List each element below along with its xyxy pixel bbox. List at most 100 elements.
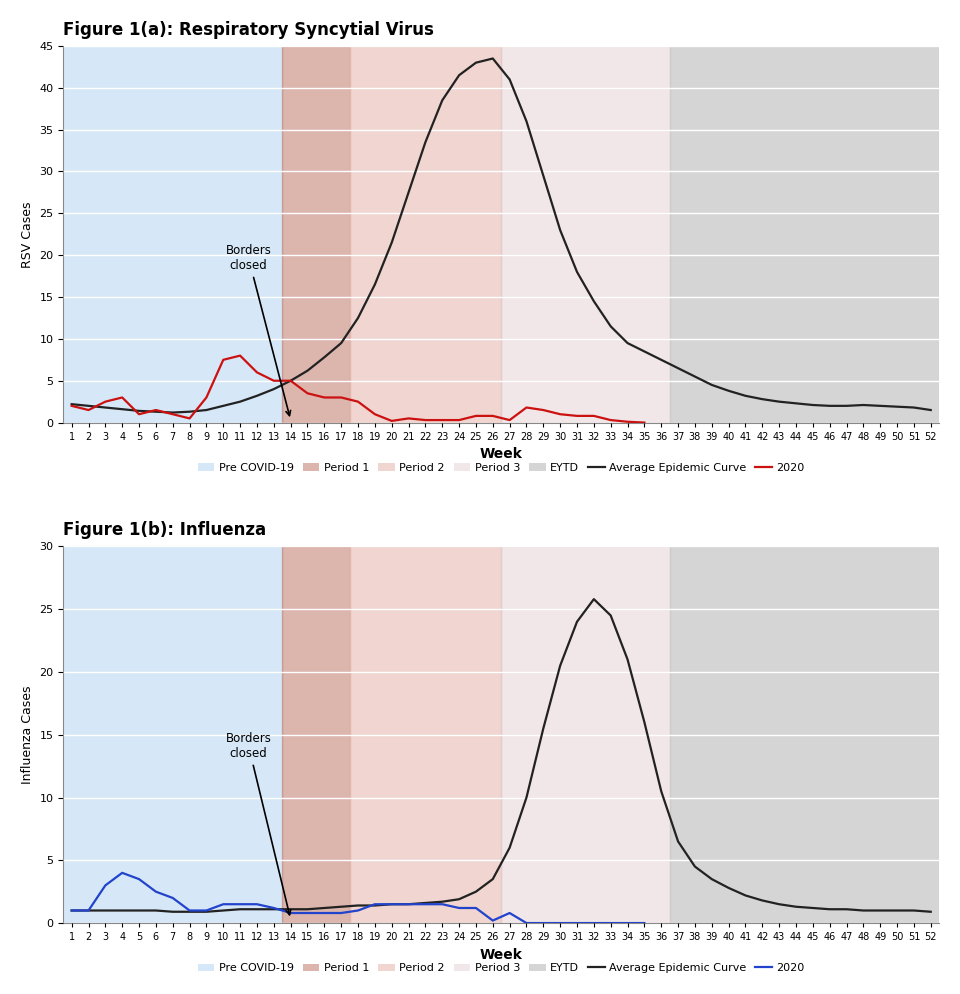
Bar: [501, 547, 670, 923]
2020: [335, 392, 347, 404]
Text: Figure 1(b): Influenza: Figure 1(b): Influenza: [63, 521, 266, 540]
2020: [369, 409, 380, 420]
Average Epidemic Curve: [538, 723, 549, 735]
Text: Figure 1(a): Respiratory Syncytial Virus: Figure 1(a): Respiratory Syncytial Virus: [63, 21, 434, 39]
2020: [83, 405, 94, 416]
2020: [504, 414, 516, 426]
2020: [453, 902, 465, 913]
Average Epidemic Curve: [66, 399, 78, 411]
2020: [335, 908, 347, 919]
Text: Borders
closed: Borders closed: [226, 732, 291, 914]
2020: [150, 405, 161, 416]
Average Epidemic Curve: [133, 405, 145, 416]
2020: [234, 899, 246, 911]
2020: [252, 899, 263, 911]
2020: [133, 873, 145, 885]
2020: [285, 375, 297, 387]
2020: [218, 899, 229, 911]
Y-axis label: Influenza Cases: Influenza Cases: [21, 686, 34, 784]
2020: [369, 899, 380, 911]
2020: [100, 880, 111, 892]
Bar: [282, 547, 349, 923]
2020: [201, 392, 212, 404]
Average Epidemic Curve: [487, 53, 498, 65]
2020: [453, 414, 465, 426]
2020: [571, 917, 583, 929]
2020: [605, 917, 616, 929]
2020: [403, 413, 415, 424]
2020: [268, 902, 279, 913]
Average Epidemic Curve: [487, 873, 498, 885]
Bar: [349, 46, 501, 422]
2020: [605, 414, 616, 426]
2020: [183, 905, 195, 916]
2020: [386, 899, 397, 911]
X-axis label: Week: Week: [480, 447, 522, 461]
2020: [437, 414, 448, 426]
2020: [133, 409, 145, 420]
2020: [66, 400, 78, 412]
2020: [167, 409, 179, 420]
Average Epidemic Curve: [656, 785, 667, 797]
2020: [588, 410, 600, 421]
Bar: [63, 46, 282, 422]
2020: [487, 914, 498, 926]
Average Epidemic Curve: [925, 405, 937, 416]
2020: [504, 908, 516, 919]
Bar: [282, 46, 349, 422]
2020: [588, 917, 600, 929]
2020: [268, 375, 279, 387]
Average Epidemic Curve: [588, 593, 600, 605]
2020: [301, 388, 313, 400]
Line: 2020: 2020: [72, 356, 644, 422]
2020: [352, 905, 364, 916]
2020: [252, 367, 263, 379]
2020: [538, 405, 549, 416]
Bar: [670, 46, 939, 422]
2020: [437, 899, 448, 911]
2020: [487, 410, 498, 421]
2020: [100, 396, 111, 408]
Line: Average Epidemic Curve: Average Epidemic Curve: [72, 599, 931, 911]
2020: [66, 905, 78, 916]
Average Epidemic Curve: [167, 906, 179, 917]
2020: [622, 917, 634, 929]
2020: [352, 396, 364, 408]
2020: [571, 410, 583, 421]
2020: [538, 917, 549, 929]
2020: [218, 354, 229, 366]
X-axis label: Week: Week: [480, 947, 522, 961]
2020: [183, 413, 195, 424]
2020: [319, 392, 330, 404]
Average Epidemic Curve: [66, 905, 78, 916]
Legend: Pre COVID-19, Period 1, Period 2, Period 3, EYTD, Average Epidemic Curve, 2020: Pre COVID-19, Period 1, Period 2, Period…: [193, 959, 809, 978]
2020: [167, 892, 179, 904]
Bar: [501, 46, 670, 422]
2020: [520, 402, 532, 414]
2020: [285, 908, 297, 919]
Average Epidemic Curve: [386, 899, 397, 911]
2020: [83, 905, 94, 916]
2020: [386, 414, 397, 426]
2020: [319, 908, 330, 919]
Bar: [349, 547, 501, 923]
Average Epidemic Curve: [622, 653, 634, 665]
2020: [234, 350, 246, 362]
Line: Average Epidemic Curve: Average Epidemic Curve: [72, 59, 931, 413]
2020: [520, 917, 532, 929]
Line: 2020: 2020: [72, 873, 644, 923]
Average Epidemic Curve: [925, 906, 937, 917]
2020: [638, 917, 650, 929]
Text: Borders
closed: Borders closed: [226, 244, 291, 415]
2020: [116, 867, 128, 879]
Bar: [670, 547, 939, 923]
2020: [554, 917, 565, 929]
2020: [301, 908, 313, 919]
2020: [622, 415, 634, 427]
2020: [420, 414, 431, 426]
Legend: Pre COVID-19, Period 1, Period 2, Period 3, EYTD, Average Epidemic Curve, 2020: Pre COVID-19, Period 1, Period 2, Period…: [193, 458, 809, 477]
Average Epidemic Curve: [554, 224, 565, 236]
Average Epidemic Curve: [133, 905, 145, 916]
Average Epidemic Curve: [656, 354, 667, 366]
2020: [470, 902, 482, 913]
